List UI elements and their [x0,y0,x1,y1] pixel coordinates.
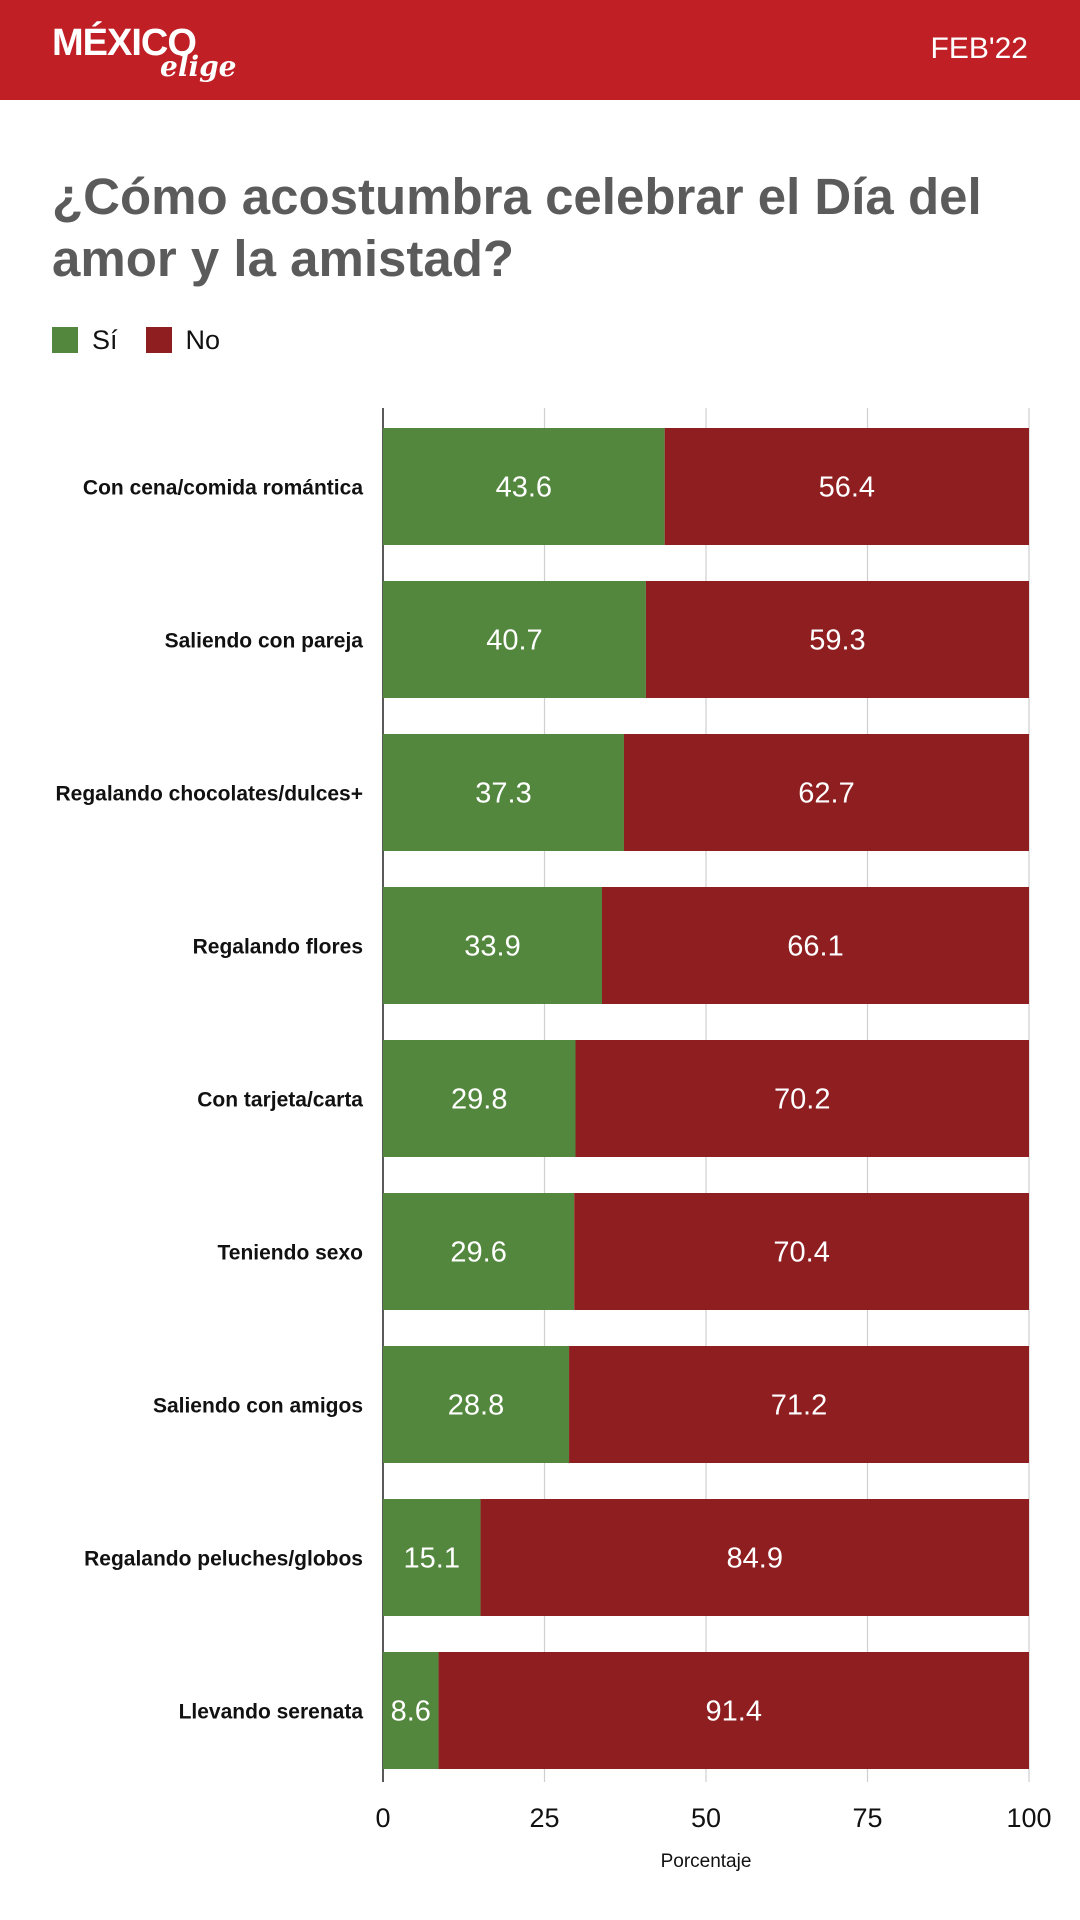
category-label: Regalando chocolates/dulces+ [55,783,363,806]
data-label: 62.7 [798,778,854,810]
bar-segment-no[interactable] [574,1193,1029,1310]
x-tick-label: 25 [529,1803,559,1833]
data-label: 33.9 [464,931,520,963]
data-label: 29.6 [450,1237,506,1269]
data-label: 8.6 [391,1696,431,1728]
bar-segment-si[interactable] [383,1346,570,1463]
data-label: 37.3 [475,778,531,810]
date-label: FEB'22 [930,32,1028,65]
data-label: 71.2 [771,1390,827,1422]
logo-main-text: MÉXICO [52,22,197,64]
bar-segment-si[interactable] [383,734,624,851]
data-label: 66.1 [787,931,843,963]
data-label: 84.9 [727,1543,783,1575]
legend-label-si: Sí [92,324,118,355]
bar-segment-si[interactable] [383,1652,439,1769]
bar-segment-no[interactable] [480,1499,1029,1616]
bar-segment-no[interactable] [438,1652,1029,1769]
category-label: Con tarjeta/carta [197,1089,363,1112]
data-label: 70.2 [774,1084,830,1116]
mexico-elige-logo[interactable]: MÉXICO elige [52,18,236,88]
data-label: 91.4 [706,1696,762,1728]
chart-legend: Sí No [52,324,248,356]
bar-segment-no[interactable] [664,428,1029,545]
bar-segment-no[interactable] [575,1040,1029,1157]
data-label: 28.8 [448,1390,504,1422]
legend-item-no: No [145,324,221,356]
bar-segment-no[interactable] [569,1346,1029,1463]
data-label: 40.7 [486,625,542,657]
x-tick-label: 100 [1006,1803,1051,1833]
category-label: Saliendo con amigos [153,1395,363,1418]
bar-segment-si[interactable] [383,1040,576,1157]
bar-segment-si[interactable] [383,428,665,545]
data-label: 29.8 [451,1084,507,1116]
legend-item-si: Sí [52,325,118,356]
x-tick-label: 75 [852,1803,882,1833]
legend-label-no: No [185,324,221,355]
bar-segment-no[interactable] [645,581,1029,698]
bar-segment-no[interactable] [601,887,1029,1004]
category-label: Con cena/comida romántica [83,477,363,500]
data-label: 70.4 [773,1237,829,1269]
bar-segment-no[interactable] [623,734,1029,851]
category-label: Regalando peluches/globos [84,1548,363,1571]
legend-swatch-no [145,327,172,353]
legend-swatch-si [52,327,78,353]
data-label: 56.4 [819,472,875,504]
category-label: Teniendo sexo [218,1242,363,1265]
category-label: Llevando serenata [179,1701,364,1724]
header-bar: MÉXICO elige FEB'22 [0,0,1080,100]
data-label: 59.3 [809,625,865,657]
chart-title: ¿Cómo acostumbra celebrar el Día del amo… [52,168,982,287]
category-label: Regalando flores [193,936,363,959]
data-label: 43.6 [496,472,552,504]
bar-segment-si[interactable] [383,1499,481,1616]
bar-segment-si[interactable] [383,1193,575,1310]
bar-segment-si[interactable] [383,887,602,1004]
x-tick-label: 0 [375,1803,390,1833]
x-axis-title: Porcentaje [661,1851,752,1872]
data-label: 15.1 [404,1543,460,1575]
bar-segment-si[interactable] [383,581,646,698]
logo-sub-text: elige [160,50,237,83]
category-label: Saliendo con pareja [165,630,364,653]
x-tick-label: 50 [691,1803,721,1833]
